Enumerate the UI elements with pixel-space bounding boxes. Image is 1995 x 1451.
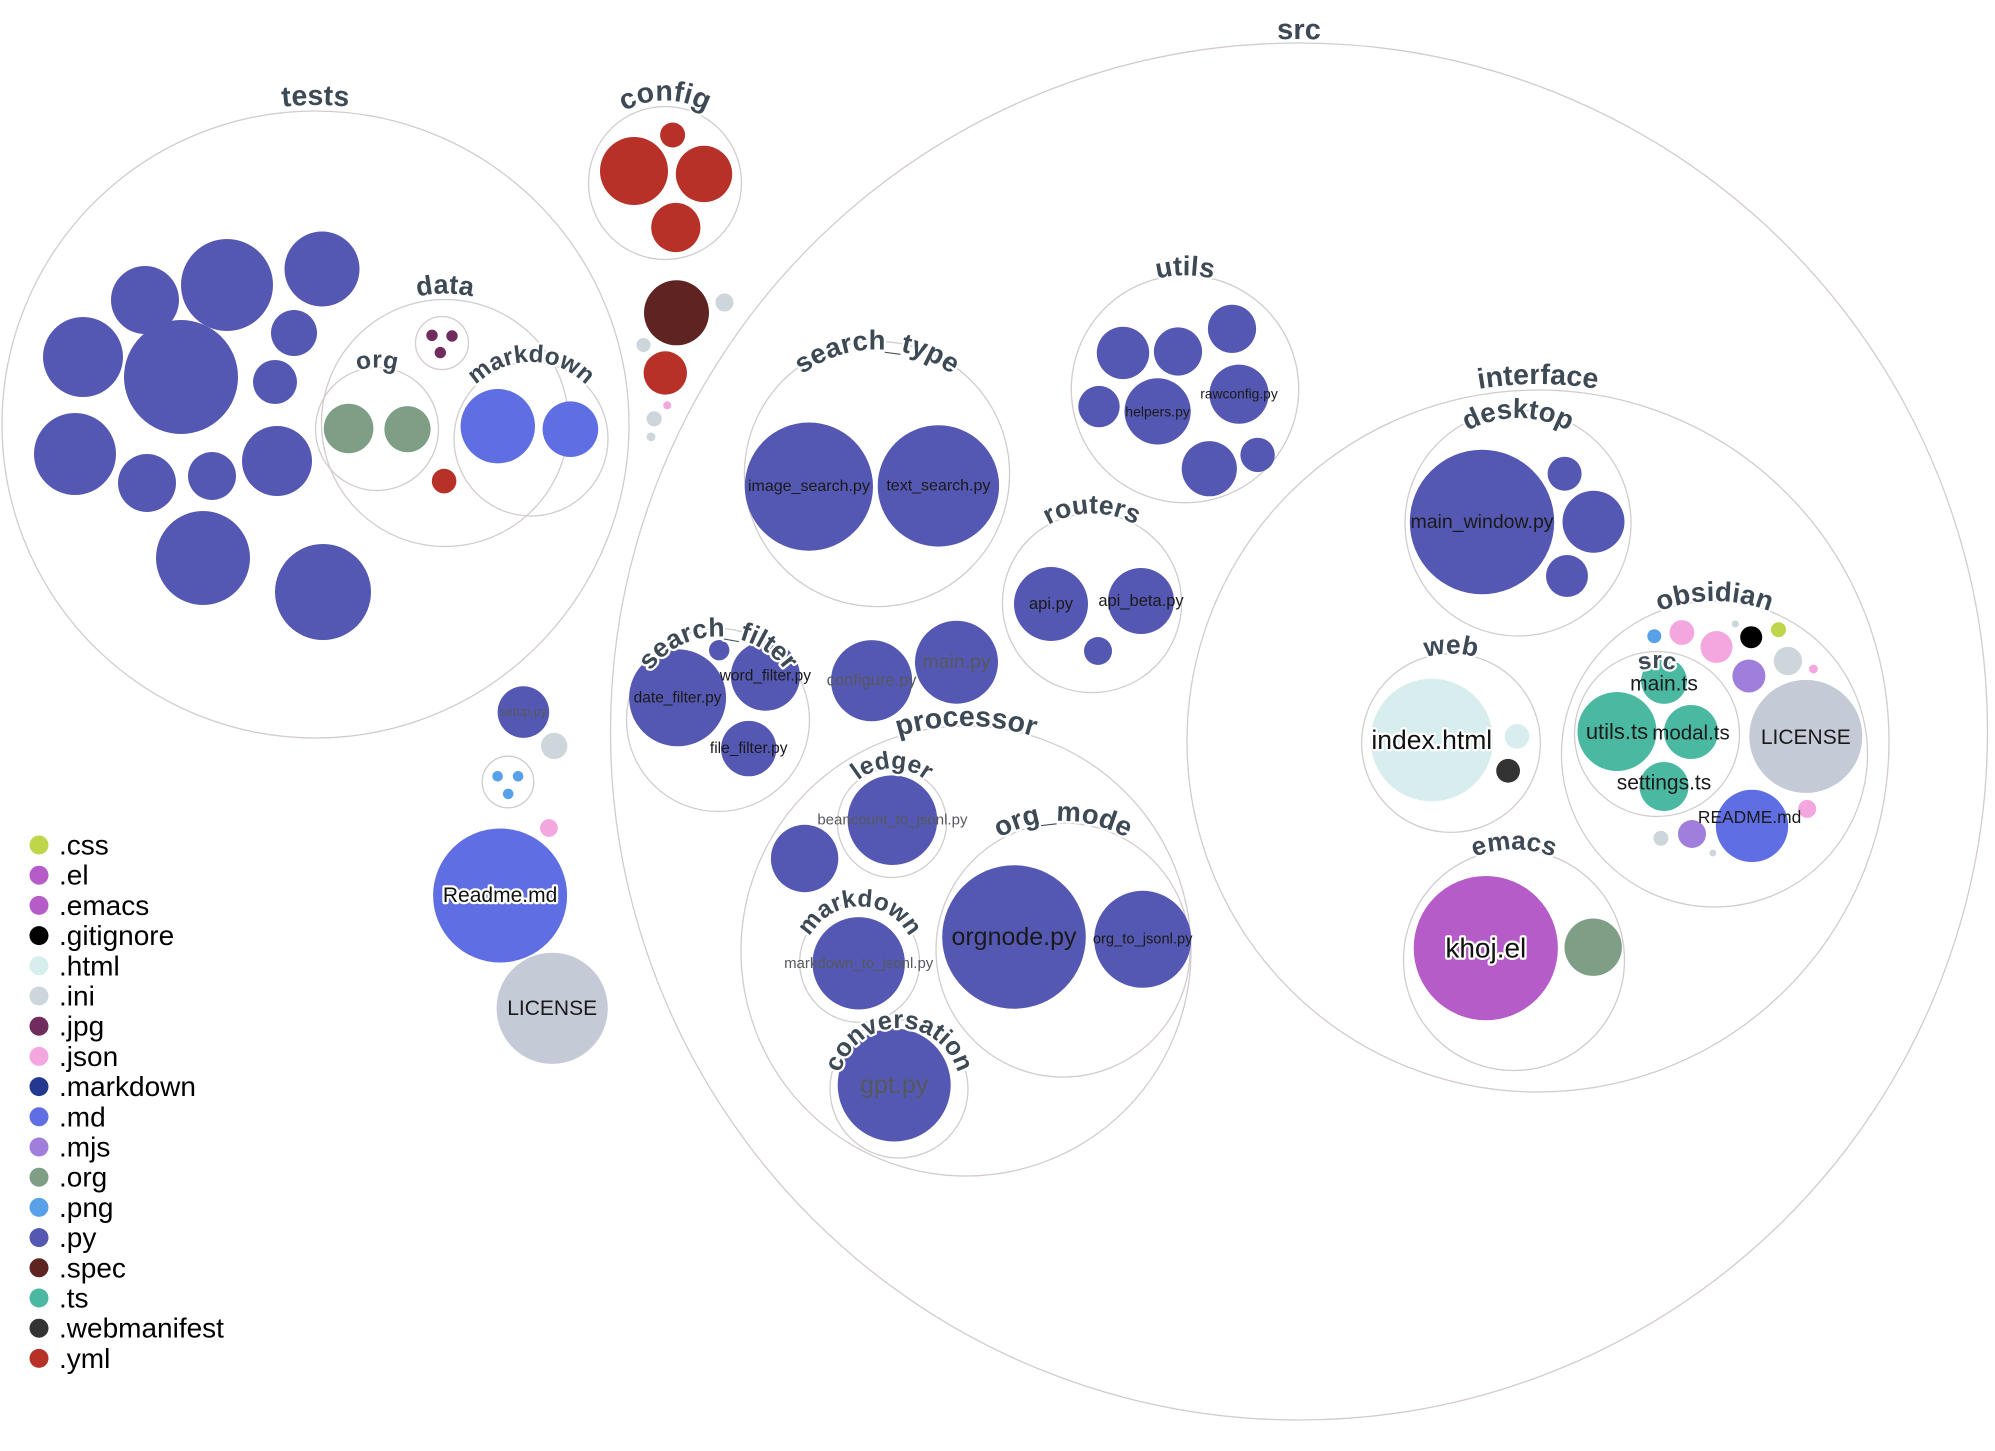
svg-text:emacs: emacs <box>1467 825 1561 862</box>
svg-text:.png: .png <box>59 1192 114 1223</box>
svg-text:settings.ts: settings.ts <box>1617 772 1712 795</box>
svg-text:.jpg: .jpg <box>59 1011 104 1042</box>
svg-text:.markdown: .markdown <box>59 1071 196 1102</box>
svg-text:org_to_jsonl.py: org_to_jsonl.py <box>1093 931 1193 947</box>
svg-text:gpt.py: gpt.py <box>860 1071 929 1099</box>
svg-text:Readme.md: Readme.md <box>443 884 557 907</box>
svg-text:utils.ts: utils.ts <box>1586 719 1648 744</box>
svg-text:setup.py: setup.py <box>500 705 548 719</box>
svg-text:.webmanifest: .webmanifest <box>59 1313 224 1344</box>
svg-text:.py: .py <box>59 1222 96 1253</box>
svg-text:config: config <box>614 75 716 117</box>
svg-text:.ts: .ts <box>59 1283 89 1314</box>
svg-text:markdown: markdown <box>463 341 600 390</box>
svg-text:.emacs: .emacs <box>59 890 149 921</box>
svg-text:date_filter.py: date_filter.py <box>634 689 722 706</box>
svg-text:helpers.py: helpers.py <box>1125 403 1190 419</box>
svg-text:org_mode: org_mode <box>988 796 1137 843</box>
svg-text:LICENSE: LICENSE <box>1761 726 1851 749</box>
svg-text:beancount_to_jsonl.py: beancount_to_jsonl.py <box>817 812 968 829</box>
svg-text:.md: .md <box>59 1101 106 1132</box>
svg-text:.ini: .ini <box>59 981 95 1012</box>
svg-text:text_search.py: text_search.py <box>886 477 990 494</box>
svg-text:markdown_to_jsonl.py: markdown_to_jsonl.py <box>784 955 934 972</box>
svg-text:.org: .org <box>59 1162 107 1193</box>
svg-text:.json: .json <box>59 1041 118 1072</box>
svg-text:orgnode.py: orgnode.py <box>951 923 1077 951</box>
svg-text:image_search.py: image_search.py <box>748 478 870 495</box>
svg-text:obsidian: obsidian <box>1651 576 1777 617</box>
svg-text:configure.py: configure.py <box>827 672 918 690</box>
svg-text:.spec: .spec <box>59 1252 126 1283</box>
svg-text:.css: .css <box>59 830 109 861</box>
svg-text:main.py: main.py <box>922 651 991 673</box>
svg-text:file_filter.py: file_filter.py <box>710 740 788 757</box>
svg-text:rawconfig.py: rawconfig.py <box>1200 387 1278 402</box>
svg-text:main.ts: main.ts <box>1630 673 1698 696</box>
svg-text:processor: processor <box>891 701 1040 743</box>
svg-text:src: src <box>1636 647 1679 676</box>
svg-text:desktop: desktop <box>1457 393 1579 436</box>
svg-text:api.py: api.py <box>1029 595 1074 613</box>
svg-text:word_filter.py: word_filter.py <box>719 668 812 685</box>
svg-text:search_type: search_type <box>788 324 966 379</box>
svg-text:routers: routers <box>1038 489 1146 530</box>
svg-text:org: org <box>353 346 400 376</box>
svg-text:src: src <box>1277 14 1321 46</box>
svg-text:web: web <box>1420 629 1481 662</box>
svg-text:api_beta.py: api_beta.py <box>1098 592 1184 610</box>
svg-text:modal.ts: modal.ts <box>1652 721 1729 744</box>
svg-text:.gitignore: .gitignore <box>59 920 174 951</box>
svg-text:main_window.py: main_window.py <box>1410 511 1553 533</box>
svg-text:.html: .html <box>59 950 120 981</box>
svg-text:.yml: .yml <box>59 1343 110 1374</box>
svg-text:data: data <box>414 269 477 302</box>
svg-text:README.md: README.md <box>1698 807 1801 827</box>
svg-text:utils: utils <box>1153 250 1218 284</box>
svg-text:.mjs: .mjs <box>59 1132 110 1163</box>
svg-text:interface: interface <box>1475 359 1601 396</box>
svg-text:tests: tests <box>280 80 351 114</box>
svg-text:khoj.el: khoj.el <box>1445 933 1526 964</box>
svg-text:.el: .el <box>59 860 89 891</box>
svg-text:LICENSE: LICENSE <box>507 997 597 1020</box>
svg-text:index.html: index.html <box>1371 725 1492 755</box>
